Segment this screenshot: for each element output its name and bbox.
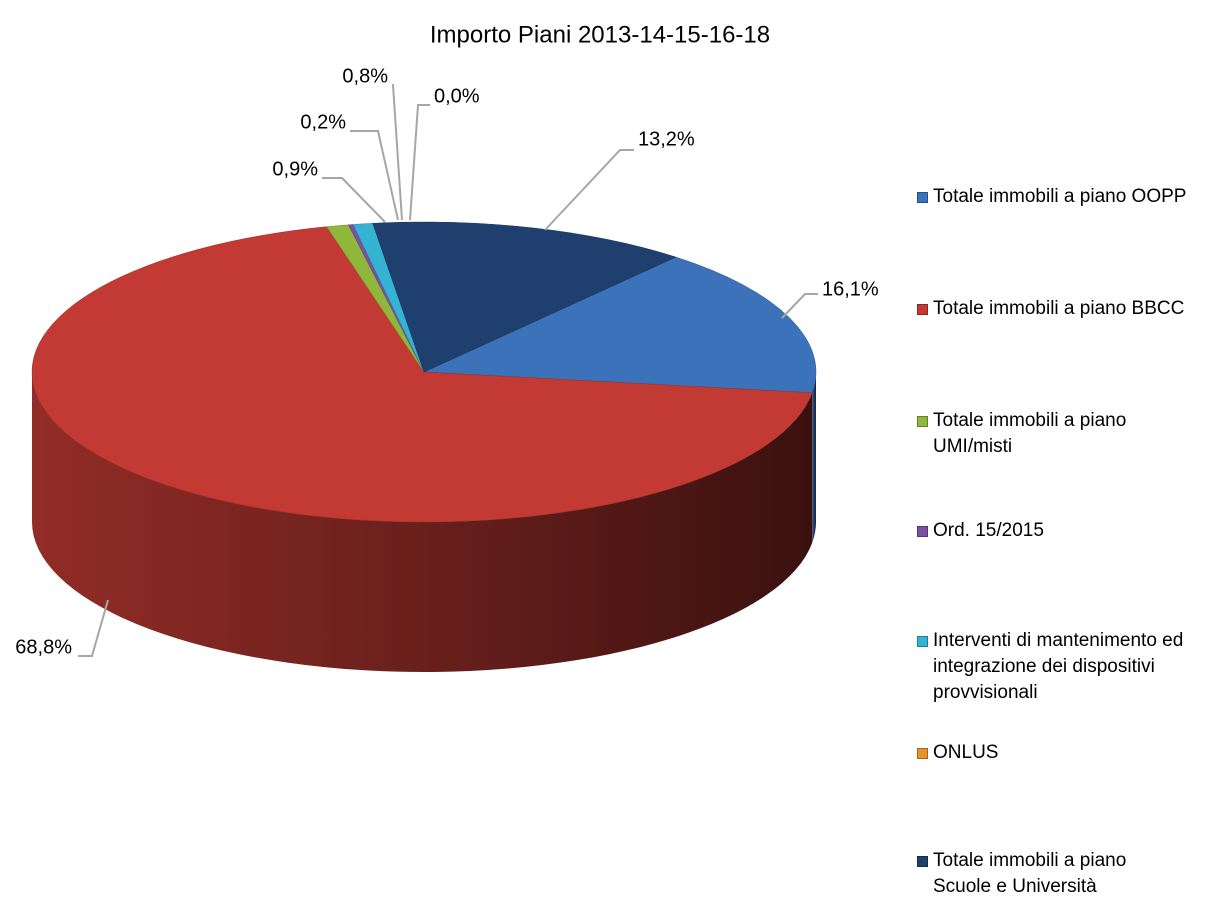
legend-item: Interventi di mantenimento ed integrazio… xyxy=(915,628,1188,706)
legend-swatch xyxy=(917,304,928,315)
legend-item: Totale immobili a piano Scuole e Univers… xyxy=(915,848,1188,897)
pie-slice xyxy=(423,256,817,394)
legend-swatch xyxy=(917,748,928,759)
data-label: 0,8% xyxy=(342,65,388,87)
chart-title: Importo Piani 2013-14-15-16-18 xyxy=(430,21,770,48)
legend-swatch xyxy=(917,636,928,647)
legend-label: Totale immobili a piano Scuole e Univers… xyxy=(933,850,1127,897)
legend-item: ONLUS xyxy=(915,740,1188,766)
data-label: 0,2% xyxy=(300,111,346,133)
pie-slice xyxy=(372,221,677,373)
legend-label: ONLUS xyxy=(933,742,999,763)
legend-item: Ord. 15/2015 xyxy=(915,518,1188,544)
legend-swatch xyxy=(917,856,928,867)
leader-line xyxy=(350,130,399,221)
legend-label: Totale immobili a piano OOPP xyxy=(933,186,1187,207)
legend-label: Totale immobili a piano UMI/misti xyxy=(933,410,1127,457)
leader-line xyxy=(322,177,386,223)
legend-item: Totale immobili a piano OOPP xyxy=(915,184,1188,210)
legend-swatch xyxy=(917,416,928,427)
legend-label: Interventi di mantenimento ed integrazio… xyxy=(933,630,1184,703)
pie-slice xyxy=(31,226,813,523)
data-label: 68,8% xyxy=(15,636,72,658)
leader-line xyxy=(781,293,818,319)
legend-swatch xyxy=(917,192,928,203)
data-label: 16,1% xyxy=(822,278,879,300)
legend-label: Totale immobili a piano BBCC xyxy=(933,298,1185,319)
leader-line xyxy=(409,104,430,221)
leader-line xyxy=(392,84,403,221)
legend-swatch xyxy=(917,526,928,537)
legend-item: Totale immobili a piano UMI/misti xyxy=(915,408,1188,460)
pie-side xyxy=(812,372,816,543)
leader-line xyxy=(78,599,109,657)
data-label: 13,2% xyxy=(638,128,695,150)
legend-item: Totale immobili a piano BBCC xyxy=(915,296,1188,322)
data-label: 0,0% xyxy=(434,85,480,107)
data-label: 0,9% xyxy=(272,158,318,180)
legend-label: Ord. 15/2015 xyxy=(933,520,1044,541)
leader-line xyxy=(544,149,634,231)
